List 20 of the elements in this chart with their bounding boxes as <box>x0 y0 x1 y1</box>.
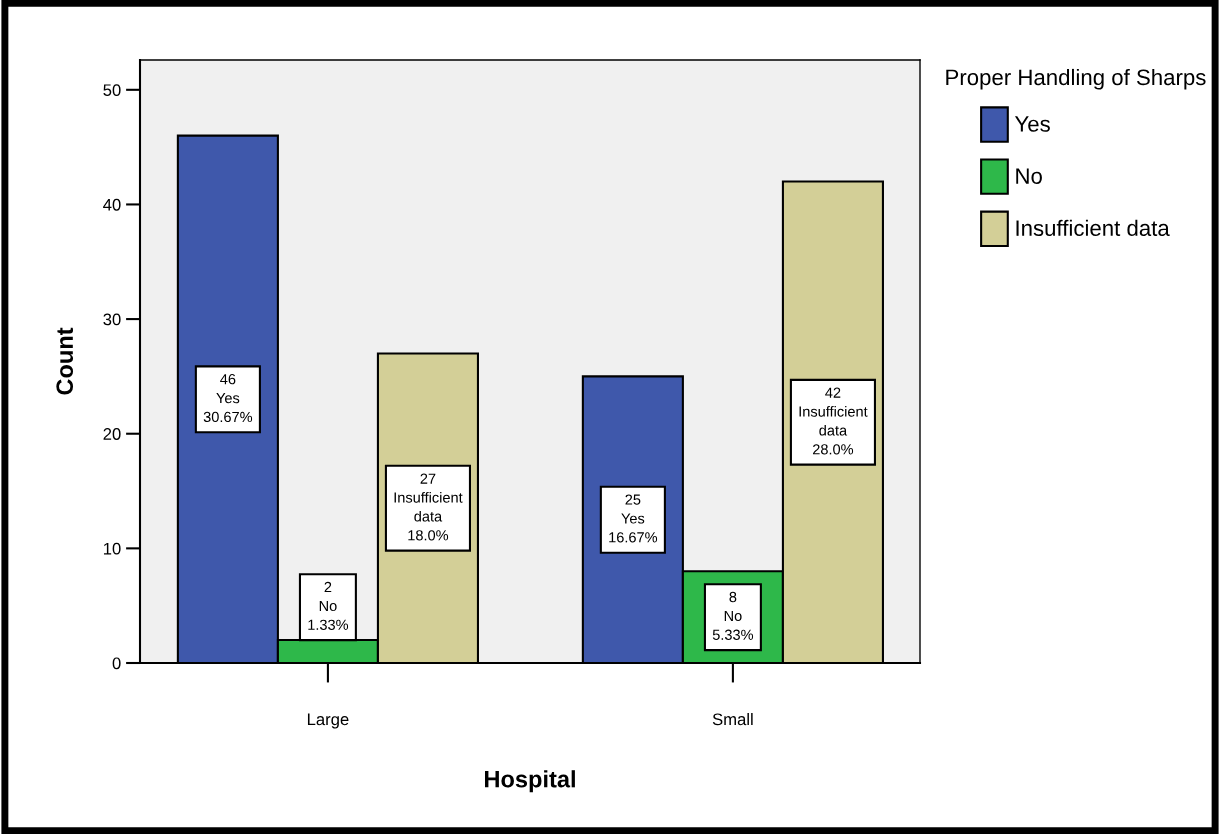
data-label: 2 No 1.33% <box>308 581 349 630</box>
data-label: 25 Yes 16.67% <box>609 494 658 543</box>
legend-label: Insufficient data <box>1016 219 1170 237</box>
data-label: 46 Yes 30.67% <box>203 374 253 423</box>
y-tick-label: 50 <box>103 84 121 97</box>
legend-label: Yes <box>1014 116 1050 132</box>
y-tick-label: 30 <box>103 313 121 326</box>
x-axis-title: Hospital <box>485 770 575 793</box>
y-tick-label: 40 <box>103 198 121 211</box>
y-tick-label: 10 <box>103 542 121 555</box>
legend-label: No <box>1016 168 1042 184</box>
y-tick-label: 20 <box>103 428 121 440</box>
data-label: 8 No 5.33% <box>712 591 754 640</box>
x-tick-label: Large <box>307 713 349 729</box>
x-tick-label: Small <box>712 713 753 726</box>
y-axis-title: Count <box>56 327 74 395</box>
data-label: 27 Insufficient data 18.0% <box>394 473 463 541</box>
y-tick-label: 0 <box>112 657 121 670</box>
legend-title: Proper Handling of Sharps <box>946 68 1206 90</box>
data-label: 42 Insufficient data 28.0% <box>799 387 868 455</box>
